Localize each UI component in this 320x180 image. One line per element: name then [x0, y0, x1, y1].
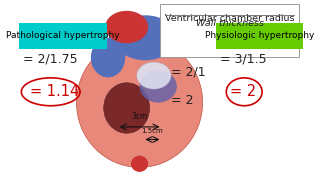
FancyBboxPatch shape: [216, 22, 303, 49]
Ellipse shape: [76, 38, 203, 167]
FancyBboxPatch shape: [19, 22, 107, 49]
Text: = 2: = 2: [230, 84, 256, 99]
Ellipse shape: [91, 38, 125, 77]
Text: = 2/1.75: = 2/1.75: [23, 53, 77, 66]
Ellipse shape: [137, 62, 171, 89]
Text: = 2: = 2: [171, 94, 194, 107]
Text: Physiologic hypertrophy: Physiologic hypertrophy: [204, 31, 314, 40]
FancyBboxPatch shape: [160, 4, 300, 57]
Text: 3cm: 3cm: [132, 112, 148, 121]
Ellipse shape: [131, 156, 148, 172]
Ellipse shape: [114, 15, 177, 60]
Text: = 3/1.5: = 3/1.5: [220, 53, 267, 66]
Text: Wall thickness: Wall thickness: [196, 19, 264, 28]
Text: = 1.14: = 1.14: [30, 84, 79, 99]
Ellipse shape: [140, 70, 177, 103]
Ellipse shape: [105, 11, 148, 43]
Text: Pathological hypertrophy: Pathological hypertrophy: [6, 31, 120, 40]
Text: Ventricular chamber radius: Ventricular chamber radius: [165, 14, 295, 22]
Text: 1.5cm: 1.5cm: [141, 128, 163, 134]
Ellipse shape: [104, 83, 149, 133]
Text: = 2/1: = 2/1: [171, 66, 206, 78]
